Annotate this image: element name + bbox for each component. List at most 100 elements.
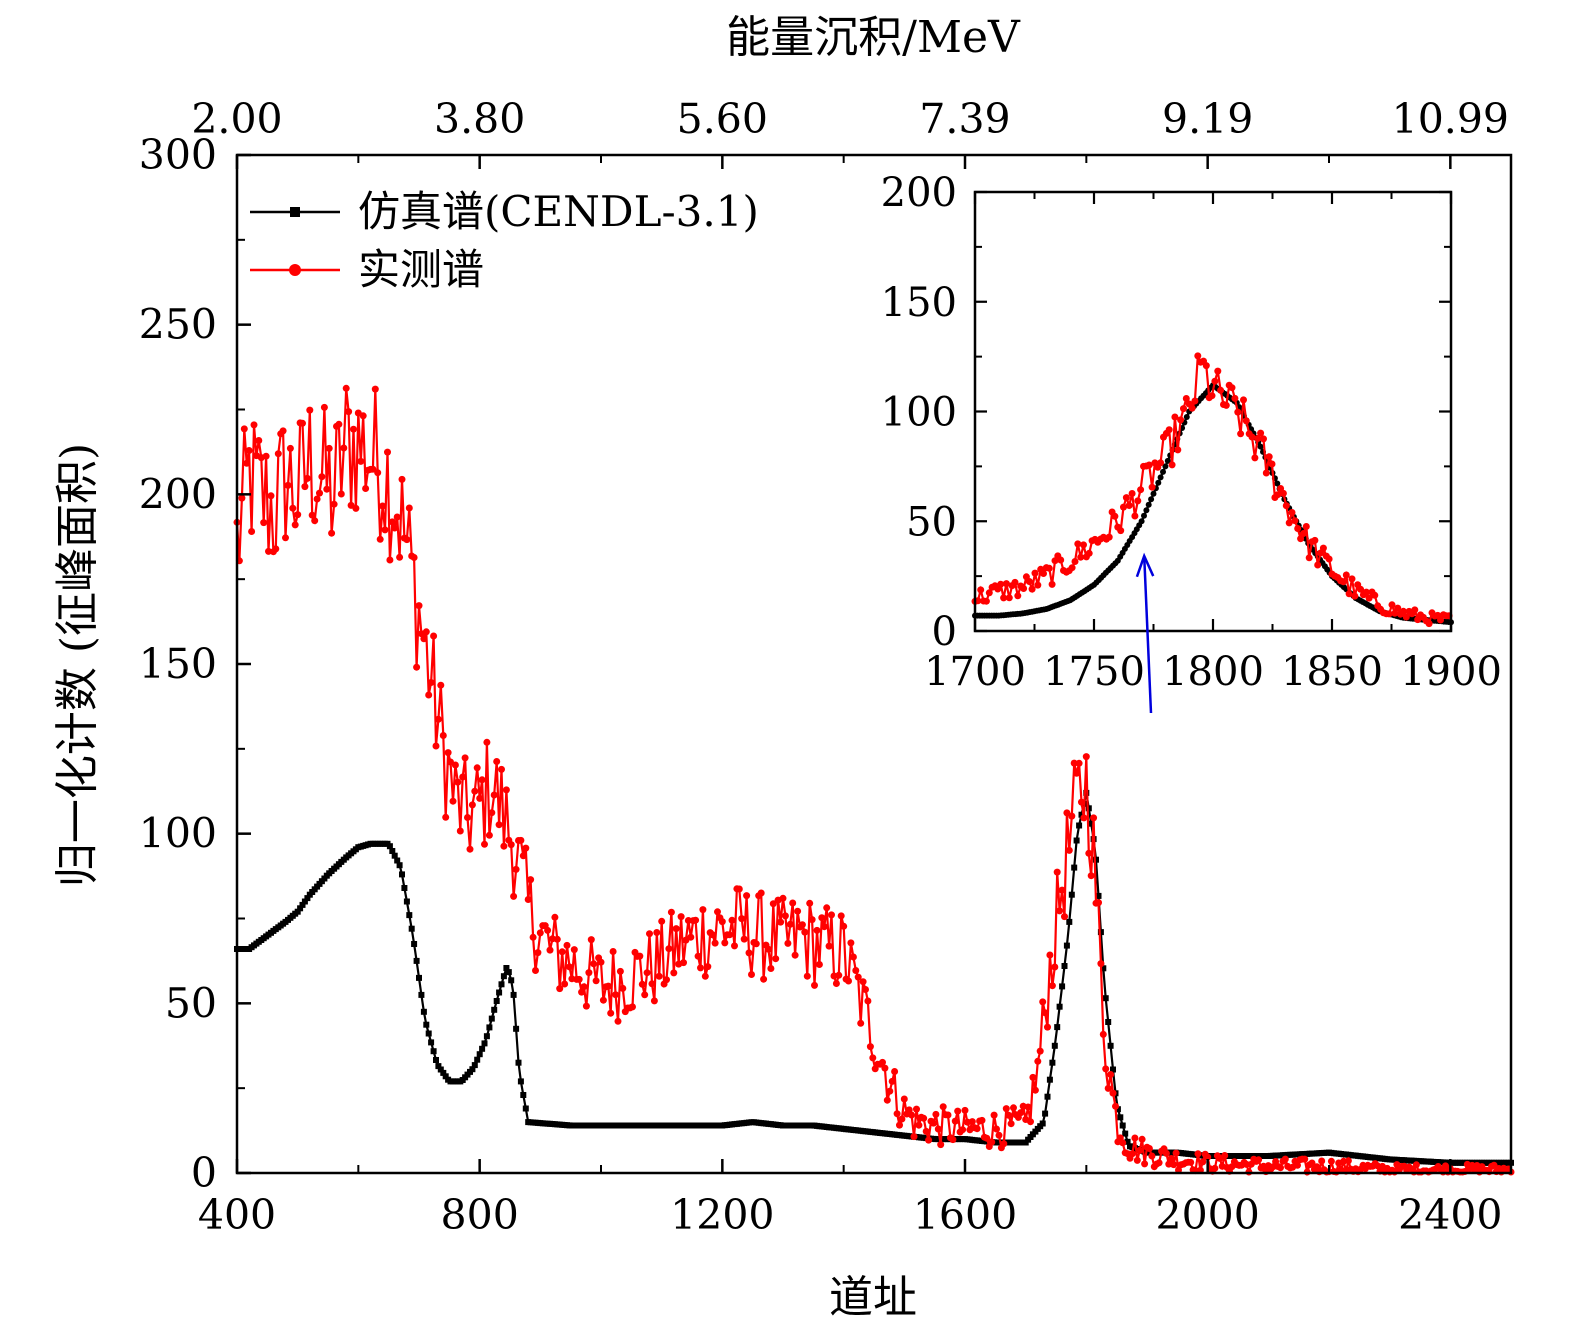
data-point-1-90 [1228, 384, 1236, 392]
y-tick-label-5: 250 [139, 301, 217, 349]
data-point-1-117 [1305, 554, 1313, 562]
data-point-1-142 [578, 988, 586, 996]
data-point-1-360 [1107, 1071, 1115, 1078]
legend: 仿真谱(CENDL-3.1) 实测谱 [250, 187, 759, 294]
data-point-1-17 [1020, 585, 1028, 592]
data-point-1-34 [1068, 564, 1076, 572]
data-point-1-88 [1222, 401, 1230, 409]
inset-x-tick-label-0: 1700 [924, 649, 1026, 695]
data-point-1-131 [551, 913, 559, 921]
inset-chart: 1700 1750 1800 1850 1900 0 50 100 150 200 [881, 170, 1502, 714]
data-point-1-114 [510, 892, 518, 900]
data-point-1-97 [468, 801, 476, 809]
data-point-1-83 [1208, 392, 1216, 400]
data-point-1-40 [1085, 549, 1093, 557]
data-point-0-80 [428, 1039, 435, 1046]
data-point-0-102 [481, 1040, 488, 1047]
data-point-1-81 [1202, 362, 1210, 370]
data-point-0-68 [399, 871, 405, 878]
data-point-1-151 [599, 996, 607, 1004]
data-point-1-234 [801, 928, 809, 936]
data-point-1-319 [1007, 1120, 1015, 1128]
data-point-1-157 [614, 1017, 622, 1025]
data-point-1-103 [483, 738, 491, 746]
data-point-1-212 [748, 971, 755, 978]
inset-y-tick-label-0: 0 [932, 609, 957, 655]
data-point-1-403 [1211, 1164, 1219, 1172]
data-point-1-192 [699, 906, 707, 914]
data-point-1-267 [881, 1064, 889, 1072]
data-point-1-101 [1260, 435, 1267, 443]
bottom-axis-title: 道址 [829, 1272, 917, 1323]
data-point-1-155 [609, 948, 617, 955]
data-point-1-167 [638, 980, 646, 988]
data-point-1-333 [1041, 1009, 1049, 1017]
data-point-1-203 [726, 931, 734, 939]
data-point-1-70 [403, 536, 411, 544]
data-point-1-32 [311, 517, 319, 525]
data-point-1-197 [711, 939, 719, 947]
data-point-1-365 [1119, 1139, 1127, 1147]
data-point-1-341 [1061, 913, 1068, 921]
data-point-1-71 [405, 504, 413, 512]
data-point-0-79 [425, 1030, 432, 1037]
data-point-1-154 [1411, 606, 1419, 614]
inset-x-tick-label-2: 1800 [1162, 649, 1264, 695]
data-point-1-168 [641, 991, 649, 999]
data-point-1-143 [580, 983, 588, 991]
data-point-0-26 [297, 905, 304, 912]
data-point-0-358 [1102, 995, 1109, 1002]
data-point-0-357 [1100, 965, 1107, 972]
data-point-0-336 [1049, 1059, 1056, 1066]
data-point-1-297 [954, 1107, 962, 1115]
data-point-1-432 [1281, 1155, 1289, 1163]
data-point-1-71 [1174, 446, 1182, 454]
data-point-0-346 [1073, 837, 1080, 844]
data-point-1-81 [430, 632, 438, 640]
data-point-1-253 [847, 939, 855, 947]
data-point-1-229 [789, 899, 797, 907]
data-point-1-237 [808, 916, 816, 924]
data-point-1-63 [386, 556, 394, 564]
data-point-0-66 [394, 857, 401, 864]
x-tick-label-2: 1200 [670, 1191, 774, 1239]
data-point-0-74 [1148, 496, 1155, 503]
y-tick-label-2: 100 [139, 810, 217, 858]
data-point-0-97 [469, 1066, 476, 1073]
data-point-1-385 [1167, 1155, 1175, 1162]
data-point-1-99 [1254, 435, 1262, 442]
data-point-1-150 [1399, 607, 1407, 615]
data-point-1-108 [1279, 489, 1287, 497]
data-point-0-333 [1042, 1110, 1049, 1117]
data-point-1-335 [1046, 951, 1054, 959]
data-point-1-252 [845, 977, 852, 985]
inset-x-tick-label-1: 1750 [1043, 649, 1145, 695]
data-point-1-400 [1204, 1153, 1212, 1161]
data-point-1-140 [1371, 591, 1379, 599]
data-point-0-343 [1066, 918, 1073, 925]
data-point-0-65 [391, 852, 398, 859]
data-point-1-95 [464, 814, 471, 821]
data-point-1-28 [301, 483, 309, 491]
data-point-1-115 [1299, 530, 1307, 537]
data-point-1-332 [1039, 998, 1047, 1006]
data-point-1-440 [1301, 1155, 1309, 1163]
data-point-0-107 [493, 998, 500, 1004]
data-point-1-225 [779, 894, 787, 902]
data-point-1-372 [1136, 1146, 1144, 1154]
data-point-1-262 [869, 1054, 877, 1062]
data-point-1-37 [323, 485, 331, 493]
data-point-0-356 [1097, 929, 1104, 936]
data-point-1-191 [697, 964, 704, 972]
legend-label-1: 实测谱 [358, 245, 484, 294]
data-point-0-345 [1071, 864, 1078, 871]
data-point-1-220 [767, 965, 775, 972]
data-point-1-4 [982, 597, 990, 605]
data-point-1-208 [738, 915, 746, 923]
data-point-1-274 [898, 1115, 906, 1123]
data-point-1-2 [238, 494, 246, 502]
data-point-1-87 [444, 749, 452, 757]
data-point-1-52 [1120, 503, 1127, 511]
data-point-1-221 [769, 900, 777, 908]
data-point-1-281 [915, 1121, 923, 1129]
